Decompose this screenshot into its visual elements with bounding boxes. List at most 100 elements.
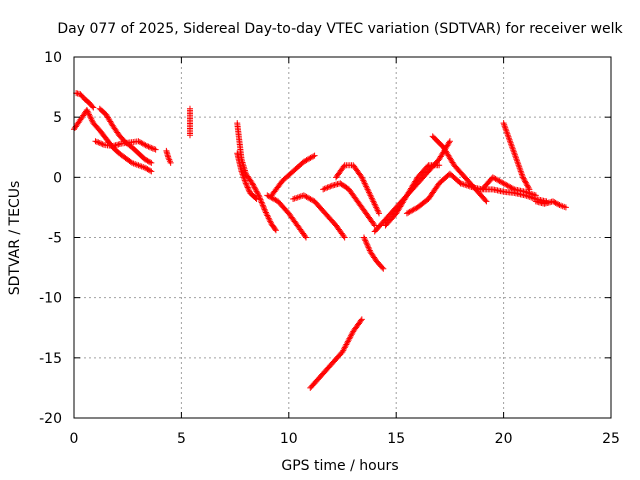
data-point-interp — [258, 199, 265, 206]
data-point-interp — [84, 108, 91, 115]
data-point-interp — [324, 184, 331, 191]
data-point-interp — [148, 144, 155, 151]
data-point-interp — [145, 158, 152, 165]
data-point-interp — [245, 185, 252, 192]
data-point-interp — [525, 185, 532, 192]
data-point-interp — [321, 185, 328, 192]
data-point — [311, 152, 318, 159]
data-point — [519, 174, 526, 181]
data-point — [532, 192, 539, 199]
data-point-interp — [87, 114, 94, 121]
y-axis-ticks: -20 -15 -10 -5 0 5 10 — [39, 50, 611, 427]
data-point — [483, 198, 490, 205]
data-point-interp — [263, 210, 270, 217]
data-point-interp — [250, 181, 256, 188]
data-point-interp — [243, 181, 250, 188]
y-tick-label: -5 — [48, 231, 62, 247]
data-point-interp — [253, 188, 260, 195]
data-point-interp — [521, 177, 528, 184]
data-point — [90, 104, 97, 111]
data-point-interp — [144, 166, 151, 173]
y-tick-label: 0 — [53, 170, 62, 186]
data-point — [272, 227, 279, 234]
data-point-interp — [252, 185, 259, 192]
x-tick-label: 20 — [495, 431, 513, 447]
data-points — [71, 90, 569, 391]
data-point-interp — [340, 163, 347, 170]
data-point — [92, 138, 99, 145]
y-tick-label: 10 — [44, 50, 62, 66]
data-point — [550, 198, 557, 205]
data-point — [562, 204, 569, 211]
data-point-interp — [86, 112, 93, 119]
data-point-interp — [555, 201, 562, 208]
x-axis-ticks: 0 5 10 15 20 25 — [70, 57, 620, 447]
x-tick-label: 5 — [177, 431, 186, 447]
y-tick-label: 5 — [53, 110, 62, 126]
data-point — [371, 222, 378, 229]
data-point-interp — [88, 115, 95, 122]
data-point-interp — [265, 213, 272, 220]
data-point-interp — [145, 143, 152, 150]
data-point-interp — [147, 167, 154, 174]
data-point-interp — [459, 180, 466, 187]
data-point-interp — [364, 241, 371, 248]
data-point — [262, 208, 269, 215]
data-point-interp — [551, 199, 558, 206]
data-point-interp — [296, 193, 303, 200]
data-point-interp — [251, 184, 258, 191]
data-point-interp — [310, 153, 317, 160]
data-point-interp — [98, 140, 105, 147]
x-tick-label: 0 — [70, 431, 79, 447]
data-point — [526, 186, 533, 193]
data-point-interp — [149, 145, 156, 152]
data-point-interp — [244, 184, 251, 191]
data-point — [290, 195, 297, 202]
data-point-interp — [325, 183, 332, 190]
data-point-interp — [255, 191, 262, 198]
data-point-interp — [327, 183, 334, 190]
data-point-interp — [258, 198, 265, 205]
data-point-interp — [524, 183, 531, 190]
data-point-interp — [294, 194, 301, 201]
data-point — [144, 143, 151, 150]
data-point-interp — [357, 317, 364, 324]
grid — [74, 57, 611, 418]
data-point — [320, 186, 327, 193]
data-point-interp — [146, 144, 153, 151]
data-point-interp — [520, 175, 527, 182]
data-point — [83, 106, 90, 113]
data-point-interp — [272, 226, 279, 233]
y-tick-label: -20 — [39, 411, 62, 427]
x-tick-label: 25 — [602, 431, 620, 447]
data-point-interp — [252, 194, 259, 201]
data-point-interp — [362, 237, 369, 244]
data-point — [376, 210, 383, 217]
data-point — [141, 156, 148, 163]
data-point-interp — [85, 109, 92, 116]
data-point-interp — [147, 159, 154, 166]
data-point-interp — [462, 181, 469, 188]
data-point-interp — [145, 166, 152, 173]
data-point-interp — [365, 244, 372, 251]
chart-title: Day 077 of 2025, Sidereal Day-to-day VTE… — [57, 21, 623, 37]
y-tick-label: -10 — [39, 291, 62, 307]
data-point — [302, 234, 309, 241]
data-point-interp — [379, 264, 386, 271]
data-point-interp — [323, 185, 330, 192]
data-point-interp — [424, 163, 431, 170]
data-point-interp — [99, 141, 106, 148]
data-point-interp — [257, 196, 264, 203]
data-point-interp — [524, 182, 531, 189]
data-point-interp — [363, 240, 370, 247]
data-point-interp — [361, 235, 368, 242]
data-point-interp — [89, 103, 96, 110]
data-point-interp — [261, 205, 267, 212]
data-point — [249, 180, 256, 187]
x-tick-label: 10 — [280, 431, 298, 447]
data-point-interp — [302, 233, 309, 240]
data-point-interp — [267, 218, 274, 225]
data-point — [148, 159, 155, 166]
data-point — [167, 159, 174, 166]
